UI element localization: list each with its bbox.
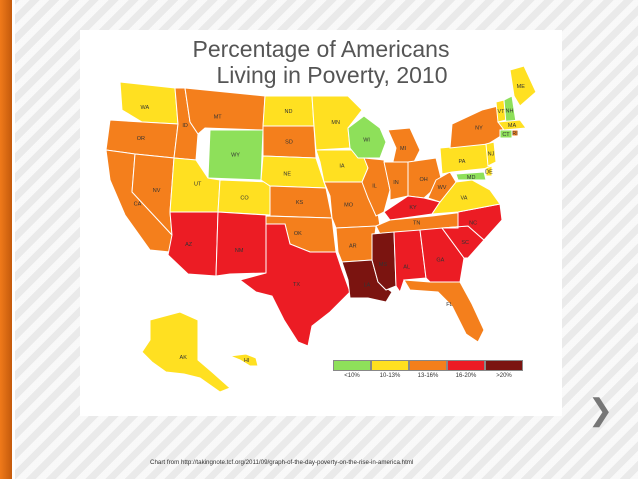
state-label-wi: WI: [363, 138, 370, 144]
state-ma: [497, 119, 527, 131]
state-in: [383, 161, 409, 201]
state-label-me: ME: [517, 84, 526, 90]
state-label-ca: CA: [134, 202, 142, 208]
legend-label-1: 10-13%: [379, 373, 401, 379]
state-label-ny: NY: [475, 126, 483, 132]
accent-divider: [12, 0, 15, 479]
state-label-sc: SC: [461, 240, 469, 246]
legend-label-3: 16-20%: [455, 373, 477, 379]
legend-swatch-1: [371, 360, 409, 371]
state-label-ne: NE: [283, 172, 291, 178]
state-label-az: AZ: [185, 242, 193, 248]
state-label-ar: AR: [349, 244, 357, 250]
state-label-or: OR: [137, 136, 145, 142]
state-me: [509, 65, 537, 107]
state-wa: [119, 81, 179, 125]
legend-label-0: <10%: [344, 373, 360, 379]
state-wi: [347, 115, 387, 159]
state-label-mo: MO: [344, 203, 354, 209]
state-label-tn: TN: [413, 221, 420, 227]
state-label-ga: GA: [436, 258, 444, 264]
state-hi: [229, 353, 259, 367]
state-label-wv: WV: [438, 185, 447, 191]
state-label-ma: MA: [508, 123, 517, 129]
state-label-ks: KS: [296, 200, 304, 206]
state-label-de: DE: [485, 170, 493, 176]
state-label-mt: MT: [214, 114, 223, 120]
state-label-nv: NV: [153, 188, 161, 194]
state-label-hi: HI: [244, 358, 250, 364]
state-label-pa: PA: [459, 159, 466, 165]
state-fl: [403, 279, 485, 343]
state-tx: [238, 223, 351, 347]
state-label-nd: ND: [285, 109, 293, 115]
state-label-nh: NH: [506, 109, 514, 115]
chart-card: Percentage of Americans Living in Povert…: [80, 30, 562, 416]
state-label-va: VA: [461, 196, 468, 202]
state-label-co: CO: [240, 195, 249, 201]
source-caption: Chart from http://takingnote.tcf.org/201…: [150, 459, 414, 466]
legend-swatch-4: [485, 360, 523, 371]
state-nj: [485, 141, 497, 167]
state-ak: [141, 311, 231, 393]
title-line-1: Percentage of Americans: [192, 36, 450, 62]
map-title: Percentage of Americans Living in Povert…: [80, 36, 562, 88]
state-label-ia: IA: [339, 164, 345, 170]
state-label-nc: NC: [469, 221, 477, 227]
state-label-nj: NJ: [488, 152, 495, 158]
state-ne: [260, 155, 327, 189]
state-label-la: LA: [364, 282, 371, 288]
next-slide-arrow[interactable]: ❯: [588, 394, 614, 427]
title-line-2: Living in Poverty, 2010: [216, 62, 448, 88]
state-az: [167, 211, 219, 277]
accent-bar: [0, 0, 12, 479]
state-nm: [215, 211, 267, 277]
state-mt: [184, 87, 266, 135]
state-md: [455, 171, 487, 181]
state-label-al: AL: [403, 264, 410, 270]
state-label-in: IN: [393, 180, 399, 186]
state-label-wa: WA: [141, 105, 150, 111]
state-de: [485, 165, 493, 177]
state-label-wy: WY: [231, 153, 240, 159]
legend-swatch-2: [409, 360, 447, 371]
legend-label-2: 13-16%: [417, 373, 439, 379]
state-va: [431, 179, 501, 215]
state-nc: [441, 203, 503, 241]
legend-swatch-3: [447, 360, 485, 371]
us-poverty-map: WA OR CA NV ID MT WY UT CO AZ NM ND SD NE KS OK TX MN IA MO…: [105, 65, 537, 393]
state-label-mi: MI: [400, 146, 407, 152]
state-label-ut: UT: [194, 181, 202, 187]
state-ct: [499, 129, 513, 139]
state-label-nm: NM: [235, 248, 244, 254]
state-ri: [511, 129, 519, 137]
state-label-ky: KY: [409, 205, 417, 211]
state-label-sd: SD: [285, 140, 293, 146]
state-label-ct: CT: [502, 132, 510, 138]
state-label-mn: MN: [331, 120, 340, 126]
state-label-fl: FL: [446, 302, 452, 308]
state-label-md: MD: [467, 175, 476, 181]
state-label-vt: VT: [497, 109, 505, 115]
legend-swatch-0: [333, 360, 371, 371]
state-label-ak: AK: [180, 355, 188, 361]
state-label-tx: TX: [293, 282, 300, 288]
map-legend: <10% 10-13% 13-16% 16-20% >20%: [333, 360, 523, 380]
state-label-ms: MS: [379, 262, 388, 268]
legend-label-4: >20%: [496, 373, 512, 379]
state-label-ri: RI: [512, 131, 518, 137]
state-label-il: IL: [372, 184, 377, 190]
state-label-id: ID: [182, 123, 188, 129]
state-label-ok: OK: [294, 231, 302, 237]
state-label-oh: OH: [419, 177, 427, 183]
